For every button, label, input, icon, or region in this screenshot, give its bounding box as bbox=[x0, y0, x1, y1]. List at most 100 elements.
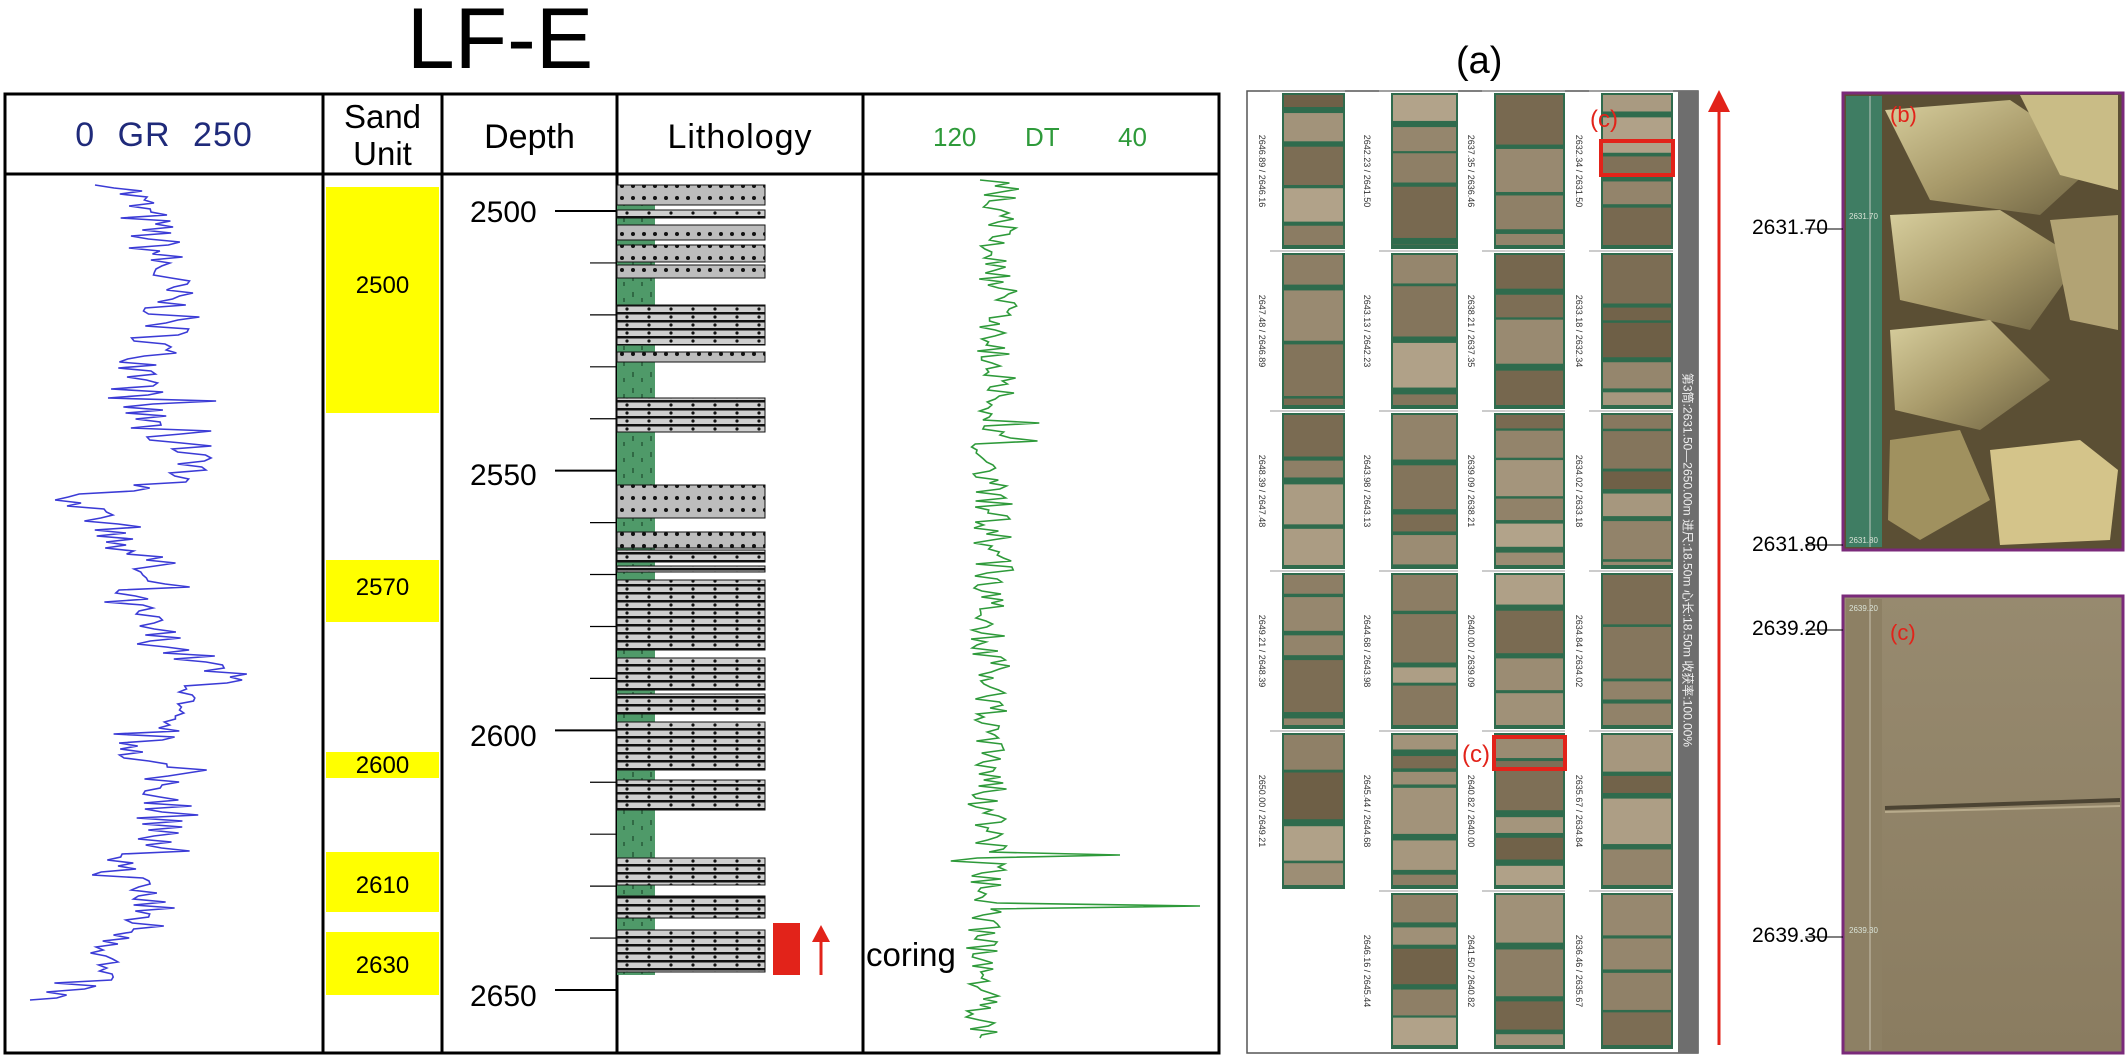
sand-unit-label-2600: 2600 bbox=[355, 752, 410, 779]
lithology-bed bbox=[616, 857, 766, 886]
sand-unit-block bbox=[326, 752, 439, 778]
core-piece bbox=[1393, 255, 1456, 284]
core-piece bbox=[1393, 95, 1456, 121]
core-piece bbox=[1284, 460, 1343, 478]
core-piece bbox=[1393, 840, 1456, 870]
core-photo-columns bbox=[1270, 90, 1673, 1049]
core-piece bbox=[1393, 186, 1456, 238]
dt-max-label: 40 bbox=[1118, 122, 1147, 152]
lithology-bed bbox=[616, 565, 766, 573]
core-piece bbox=[1603, 415, 1671, 429]
core-depth-label: 2646.16 / 2645.44 bbox=[1362, 934, 1372, 1008]
log-frame bbox=[3, 92, 1221, 1055]
core-piece bbox=[1393, 127, 1456, 152]
core-piece bbox=[1284, 290, 1343, 341]
core-panel-label: (a) bbox=[1456, 40, 1503, 82]
core-depth-label: 2639.09 / 2638.21 bbox=[1466, 454, 1476, 528]
core-piece bbox=[1603, 775, 1671, 793]
lithology-bed bbox=[616, 264, 766, 279]
core-piece bbox=[1393, 286, 1456, 337]
lithology-bed bbox=[616, 304, 766, 346]
core-piece bbox=[1284, 660, 1343, 713]
depth-label-2550: 2550 bbox=[470, 459, 537, 492]
core-depth-label: 2634.84 / 2634.02 bbox=[1574, 614, 1584, 688]
core-piece bbox=[1603, 392, 1671, 405]
core-piece bbox=[1284, 225, 1343, 245]
dt-min-label: 120 bbox=[933, 122, 977, 152]
dt-name-label: DT bbox=[1025, 122, 1060, 152]
depth-scale bbox=[555, 210, 617, 991]
sand-unit-header-line1: Sand bbox=[343, 98, 422, 135]
core-piece bbox=[1603, 798, 1671, 845]
core-piece bbox=[1284, 772, 1343, 820]
core-depth-label: 2649.21 / 2648.39 bbox=[1257, 614, 1267, 688]
core-piece bbox=[1284, 415, 1343, 457]
core-piece bbox=[1496, 865, 1563, 885]
detail-c-scale-top: 2639.20 bbox=[1849, 604, 1878, 613]
sand-unit-blocks bbox=[326, 187, 439, 995]
core-piece bbox=[1496, 233, 1563, 245]
core-piece bbox=[1284, 344, 1343, 397]
core-piece bbox=[1496, 498, 1563, 521]
core-piece bbox=[1496, 370, 1563, 405]
highlight-box-c bbox=[1492, 735, 1567, 771]
core-piece bbox=[1603, 521, 1671, 560]
detail-b-image bbox=[1841, 91, 2125, 552]
core-piece bbox=[1496, 837, 1563, 860]
core-piece bbox=[1393, 685, 1456, 725]
core-piece bbox=[1603, 1012, 1671, 1045]
detail-b-top-depth: 2631.70 bbox=[1752, 216, 1828, 239]
box-label-c: (c) bbox=[1462, 741, 1490, 768]
core-piece bbox=[1496, 319, 1563, 364]
core-depth-label: 2636.46 / 2635.67 bbox=[1574, 934, 1584, 1008]
lithology-bed bbox=[616, 484, 766, 519]
dt-curve bbox=[950, 179, 1201, 1039]
core-depth-label: 2643.13 / 2642.23 bbox=[1362, 294, 1372, 368]
core-piece bbox=[1496, 195, 1563, 230]
core-piece bbox=[1496, 460, 1563, 497]
detail-c-bottom-depth: 2639.30 bbox=[1752, 924, 1828, 947]
core-piece bbox=[1393, 667, 1456, 683]
sand-unit-block bbox=[326, 187, 439, 413]
core-piece bbox=[1393, 874, 1456, 885]
core-piece bbox=[1496, 949, 1563, 997]
detail-b-label: (b) bbox=[1890, 102, 1917, 127]
core-depth-label: 2642.23 / 2641.50 bbox=[1362, 134, 1372, 208]
core-piece bbox=[1496, 817, 1563, 833]
core-piece bbox=[1496, 294, 1563, 318]
core-piece bbox=[1284, 95, 1343, 108]
core-piece bbox=[1284, 718, 1343, 725]
core-piece bbox=[1603, 181, 1671, 205]
core-piece bbox=[1603, 849, 1671, 885]
lithology-bed bbox=[616, 351, 766, 363]
lithology-bed bbox=[616, 657, 766, 691]
sand-unit-label-2630: 2630 bbox=[355, 952, 410, 979]
depth-label-2500: 2500 bbox=[470, 196, 537, 229]
lithology-bed bbox=[616, 549, 766, 563]
lithology-bed bbox=[616, 693, 766, 715]
lithology-bed bbox=[616, 779, 766, 811]
core-depth-label: 2632.34 / 2631.50 bbox=[1574, 134, 1584, 208]
core-piece bbox=[1603, 972, 1671, 1010]
core-piece bbox=[1496, 523, 1563, 547]
core-depth-label: 2641.50 / 2640.82 bbox=[1466, 934, 1476, 1008]
sand-unit-header: Sand Unit bbox=[323, 98, 442, 172]
core-piece bbox=[1393, 948, 1456, 985]
core-piece bbox=[1393, 394, 1456, 405]
core-piece bbox=[1496, 255, 1563, 289]
core-depth-label: 2640.00 / 2639.09 bbox=[1466, 614, 1476, 688]
core-depth-label: 2640.82 / 2640.00 bbox=[1466, 774, 1476, 848]
sand-unit-header-line2: Unit bbox=[353, 135, 412, 172]
core-piece bbox=[1603, 561, 1671, 565]
core-segment bbox=[1494, 733, 1565, 889]
core-piece bbox=[1496, 95, 1563, 145]
lithology-bed bbox=[616, 224, 766, 241]
core-piece bbox=[1603, 493, 1671, 517]
lithology-bed bbox=[616, 895, 766, 919]
core-piece bbox=[1603, 735, 1671, 772]
core-piece bbox=[1284, 255, 1343, 285]
core-depth-label: 2637.35 / 2636.46 bbox=[1466, 134, 1476, 208]
sand-unit-block bbox=[326, 932, 439, 995]
core-depth-label: 2648.39 / 2647.48 bbox=[1257, 454, 1267, 528]
core-piece bbox=[1393, 787, 1456, 834]
